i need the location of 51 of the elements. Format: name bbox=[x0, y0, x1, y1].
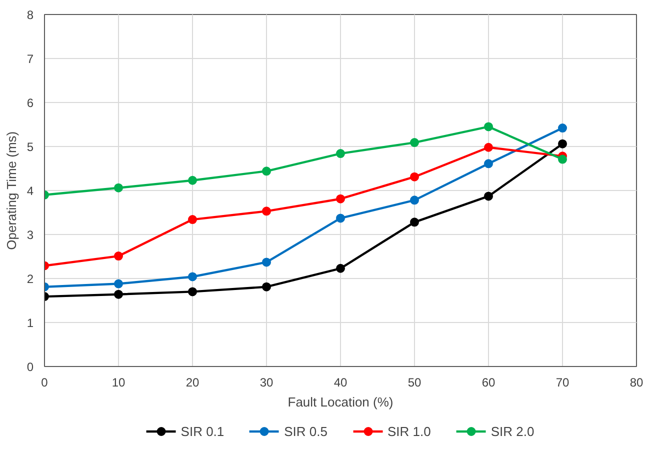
point bbox=[558, 139, 567, 148]
y-tick-label: 1 bbox=[26, 316, 34, 330]
x-tick-label: 80 bbox=[630, 376, 644, 390]
point bbox=[114, 290, 123, 299]
point bbox=[188, 287, 197, 296]
x-tick-label: 60 bbox=[482, 376, 496, 390]
y-axis-title: Operating Time (ms) bbox=[4, 131, 19, 250]
point bbox=[188, 215, 197, 224]
point bbox=[114, 279, 123, 288]
point bbox=[188, 176, 197, 185]
point bbox=[262, 206, 271, 216]
y-tick-label: 4 bbox=[26, 184, 34, 198]
x-tick-label: 30 bbox=[260, 376, 274, 390]
y-tick-label: 8 bbox=[26, 8, 34, 22]
legend-label: SIR 0.1 bbox=[180, 424, 224, 438]
x-axis-title: Fault Location (%) bbox=[288, 394, 394, 410]
x-tick-label: 0 bbox=[41, 376, 48, 390]
legend-label: SIR 0.5 bbox=[284, 424, 328, 438]
y-tick-label: 3 bbox=[26, 228, 34, 242]
point bbox=[484, 159, 493, 168]
point bbox=[336, 149, 345, 158]
point bbox=[410, 196, 419, 205]
point bbox=[262, 258, 271, 267]
legend-label: SIR 1.0 bbox=[388, 424, 431, 438]
point bbox=[262, 282, 271, 292]
point bbox=[114, 183, 123, 192]
y-tick-label: 0 bbox=[26, 360, 34, 374]
y-tick-label: 5 bbox=[26, 140, 34, 154]
point bbox=[484, 142, 493, 152]
point bbox=[558, 124, 567, 133]
y-tick-label: 6 bbox=[26, 96, 34, 110]
point bbox=[484, 122, 493, 132]
y-tick-label: 7 bbox=[26, 52, 34, 66]
point bbox=[410, 138, 419, 148]
point bbox=[336, 194, 345, 204]
x-tick-label: 20 bbox=[186, 376, 200, 390]
point bbox=[114, 252, 123, 261]
x-tick-label: 10 bbox=[112, 376, 126, 390]
x-tick-label: 50 bbox=[408, 376, 422, 390]
point bbox=[484, 192, 493, 201]
point bbox=[410, 218, 419, 227]
legend-label: SIR 2.0 bbox=[490, 424, 534, 438]
point bbox=[410, 172, 419, 182]
point bbox=[262, 166, 271, 176]
point bbox=[188, 272, 197, 282]
point bbox=[558, 154, 567, 164]
point bbox=[336, 214, 345, 223]
x-tick-label: 70 bbox=[556, 376, 570, 390]
y-tick-label: 2 bbox=[26, 272, 34, 286]
point bbox=[336, 264, 345, 273]
x-tick-label: 40 bbox=[334, 376, 348, 390]
